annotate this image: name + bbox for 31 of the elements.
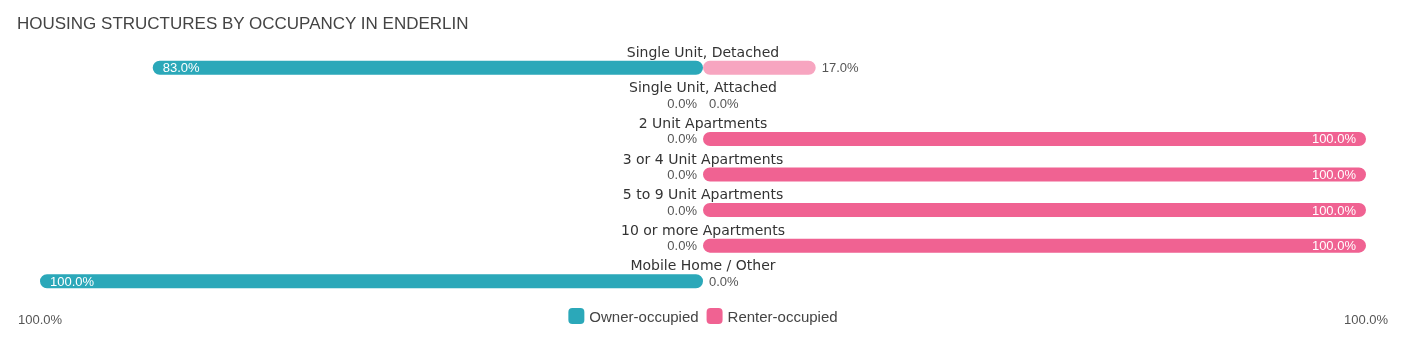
data-label: 0.0%	[667, 167, 698, 182]
bar	[40, 274, 703, 289]
data-label: 0.0%	[667, 238, 698, 254]
data-label: 100.0%	[50, 273, 95, 289]
y-tick-label: Single Unit, Detached	[626, 43, 780, 60]
data-label: 83.0%	[162, 60, 201, 76]
y-tick-label: 5 to 9 Unit Apartments	[622, 186, 784, 203]
data-label: 0.0%	[667, 131, 698, 147]
data-label: 0.0%	[709, 273, 740, 289]
data-label: 100.0%	[1311, 238, 1357, 254]
bar	[703, 131, 1366, 146]
data-label: 0.0%	[667, 95, 698, 111]
data-label: 100.0%	[1311, 167, 1357, 182]
y-tick-label: 2 Unit Apartments	[638, 114, 768, 131]
data-label: 17.0%	[821, 60, 860, 76]
y-tick-label: Single Unit, Attached	[629, 79, 777, 96]
y-tick-label: Mobile Home / Other	[630, 257, 776, 274]
bar	[703, 167, 1366, 182]
y-tick-label: 10 or more Apartments	[621, 221, 785, 238]
bar	[703, 203, 1366, 218]
y-tick-label: 3 or 4 Unit Apartments	[622, 150, 784, 167]
data-label: 0.0%	[709, 95, 740, 111]
bar	[152, 60, 703, 75]
bar	[703, 60, 816, 75]
bar	[703, 238, 1366, 253]
data-label: 100.0%	[1311, 131, 1357, 147]
legend-label: Renter-occupied	[727, 307, 838, 325]
chart-title: HOUSING STRUCTURES BY OCCUPANCY IN ENDERLIN	[17, 14, 469, 33]
data-label: 0.0%	[667, 202, 698, 218]
legend-label: Owner-occupied	[589, 307, 699, 325]
data-label: 100.0%	[1311, 202, 1357, 218]
